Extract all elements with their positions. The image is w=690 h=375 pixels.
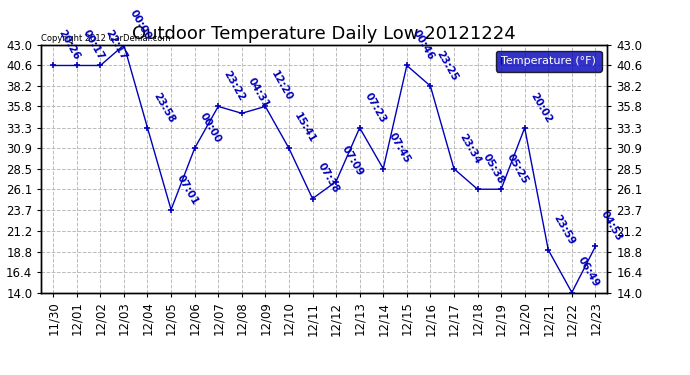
Text: 07:23: 07:23	[363, 91, 388, 124]
Text: Copyright 2012 CarDenial.com: Copyright 2012 CarDenial.com	[41, 33, 171, 42]
Text: 23:34: 23:34	[457, 132, 483, 165]
Text: 00:00: 00:00	[198, 111, 224, 145]
Text: 07:09: 07:09	[339, 144, 365, 178]
Text: 04:53: 04:53	[599, 209, 624, 243]
Text: 07:01: 07:01	[175, 172, 200, 206]
Title: Outdoor Temperature Daily Low 20121224: Outdoor Temperature Daily Low 20121224	[132, 26, 516, 44]
Text: 23:59: 23:59	[552, 213, 577, 246]
Text: 00:46: 00:46	[411, 28, 435, 62]
Text: 23:22: 23:22	[221, 69, 247, 103]
Text: 06:49: 06:49	[575, 255, 600, 289]
Text: 23:58: 23:58	[151, 91, 176, 124]
Text: 22:17: 22:17	[104, 28, 129, 62]
Text: 20:02: 20:02	[529, 91, 553, 124]
Text: 05:25: 05:25	[504, 152, 530, 186]
Text: 15:41: 15:41	[293, 111, 318, 145]
Legend: Temperature (°F): Temperature (°F)	[495, 51, 602, 72]
Text: 23:25: 23:25	[434, 49, 459, 82]
Text: 00:17: 00:17	[80, 28, 106, 62]
Text: 04:31: 04:31	[246, 76, 270, 110]
Text: 20:26: 20:26	[57, 28, 82, 62]
Text: 07:45: 07:45	[387, 131, 412, 165]
Text: 00:00: 00:00	[128, 8, 152, 42]
Text: 05:38: 05:38	[481, 152, 506, 186]
Text: 12:20: 12:20	[269, 69, 294, 103]
Text: 07:38: 07:38	[316, 161, 342, 195]
